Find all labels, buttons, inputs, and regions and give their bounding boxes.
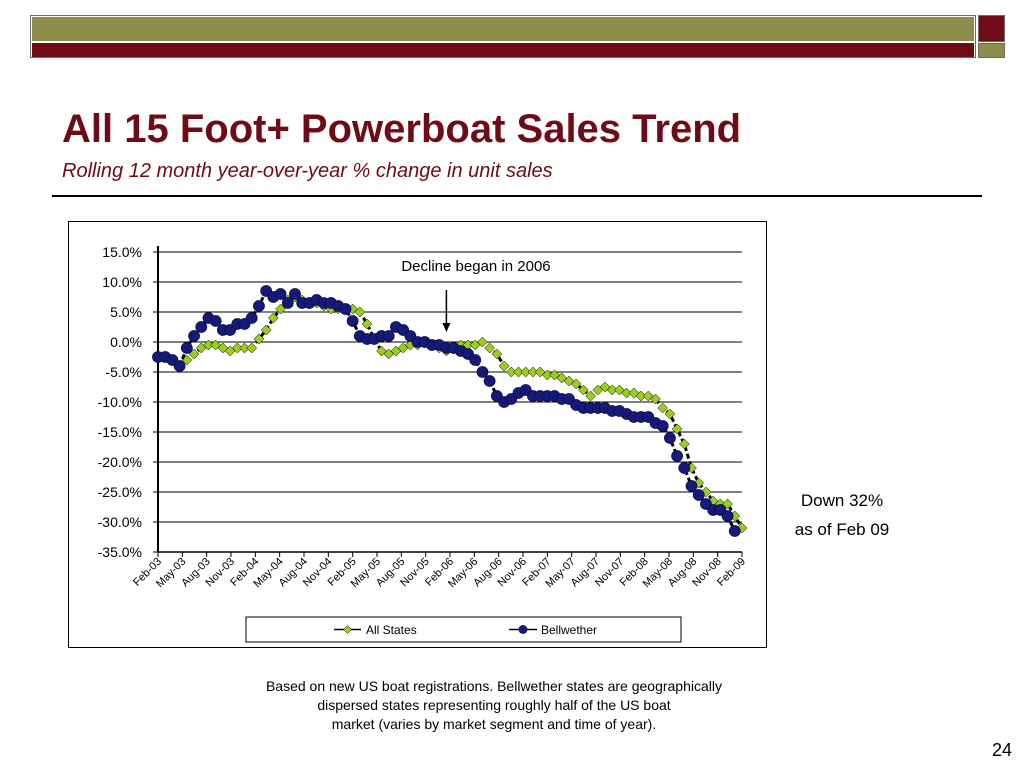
bellwether-point [245,312,258,324]
all-states-point [520,366,532,378]
bellwether-point [274,288,287,300]
bellwether-point [346,315,359,327]
all-states-point [570,378,582,390]
y-tick-label: 10.0% [102,274,142,290]
chart-frame: 15.0% 10.0% 5.0% 0.0% -5.0% -10.0% -15.0% -20.0… [68,221,767,648]
all-states-point [541,369,553,381]
bellwether-point [289,288,301,300]
y-tick-label: 0.0% [110,334,142,350]
all-states-point [498,360,510,372]
bellwether-point [281,297,294,309]
bellwether-point [692,489,705,501]
all-states-point [505,366,517,378]
all-states-point [231,342,243,354]
legend-label-all-states: All States [366,623,417,637]
bellwether-point [469,354,482,366]
y-tick-label: -25.0% [98,484,142,500]
bellwether-point [664,432,676,444]
all-states-point [650,393,661,405]
bellwether-point [253,300,265,312]
y-tick-label: -35.0% [98,544,142,560]
page-number: 24 [991,740,1012,760]
all-states-point [239,342,250,354]
y-tick-label: 15.0% [102,244,142,260]
all-states-point [491,348,503,360]
all-states-point [664,408,676,420]
bellwether-point [173,360,186,372]
y-tick-label: -5.0% [105,364,142,380]
annotation-line-2: as of Feb 09 [794,520,890,539]
y-tick-label: -20.0% [98,454,142,470]
bellwether-point [195,321,208,333]
annotation-line-1: Down 32% [800,491,884,510]
legend-box [245,616,682,643]
all-states-point [606,384,618,396]
legend-marker-all-states [343,625,352,634]
all-states-point [253,333,265,345]
bellwether-point [728,525,741,537]
sales-trend-chart: 15.0% 10.0% 5.0% 0.0% -5.0% -10.0% -15.0% -20.0… [98,244,748,643]
all-states-point [671,423,683,435]
all-states-point [477,336,488,348]
all-states-point [527,366,539,378]
y-tick-label: -10.0% [98,394,142,410]
all-states-point [260,324,272,336]
bellwether-point [685,480,698,492]
y-tick-label: -15.0% [98,424,142,440]
title-divider [52,195,982,197]
bellwether-point [483,375,496,387]
callout-box [371,255,581,277]
footnote: Based on new US boat registrations. Bell… [194,677,794,734]
bellwether-point [656,420,669,432]
legend-label-bellwether: Bellwether [541,623,597,637]
bellwether-point [476,366,489,378]
bellwether-point [721,510,734,522]
header-bar [30,15,976,58]
all-states-point [578,384,589,396]
bellwether-point [671,450,684,462]
bellwether-point [678,462,691,474]
bellwether-point [382,330,395,342]
footnote-line-1: Based on new US boat registrations. Bell… [265,678,723,694]
decline-annotation: Down 32% as of Feb 09 [780,486,904,544]
all-states-point [268,312,279,324]
corner-square-maroon [978,15,1005,42]
all-states-point [585,390,596,402]
corner-square-olive [978,43,1005,58]
slide-title: All 15 Foot+ Powerboat Sales Trend [62,107,742,151]
all-states-point [621,387,632,399]
header-olive-band [32,17,974,41]
bellwether-point [339,303,352,315]
header-maroon-band [32,43,974,57]
bellwether-point [188,330,200,342]
all-states-point [513,366,524,378]
callout-text: Decline began in 2006 [401,258,550,275]
bellwether-point [180,342,193,354]
all-states-point [635,390,647,402]
all-states-point [354,306,366,318]
slide-subtitle: Rolling 12 month year-over-year % change… [62,160,553,182]
all-states-point [203,339,214,351]
footnote-line-2: dispersed states representing roughly ha… [317,697,671,713]
all-states-point [361,318,373,330]
y-tick-label: 5.0% [110,304,142,320]
footnote-line-3: market (varies by market segment and tim… [331,716,657,732]
all-states-point [246,342,258,354]
all-states-point [484,342,496,354]
callout-arrow-head [442,323,451,332]
bellwether-point [209,315,222,327]
all-states-point [678,438,690,450]
legend-marker-bellwether [518,625,528,634]
all-states-point [657,402,669,414]
y-tick-label: -30.0% [98,514,142,530]
